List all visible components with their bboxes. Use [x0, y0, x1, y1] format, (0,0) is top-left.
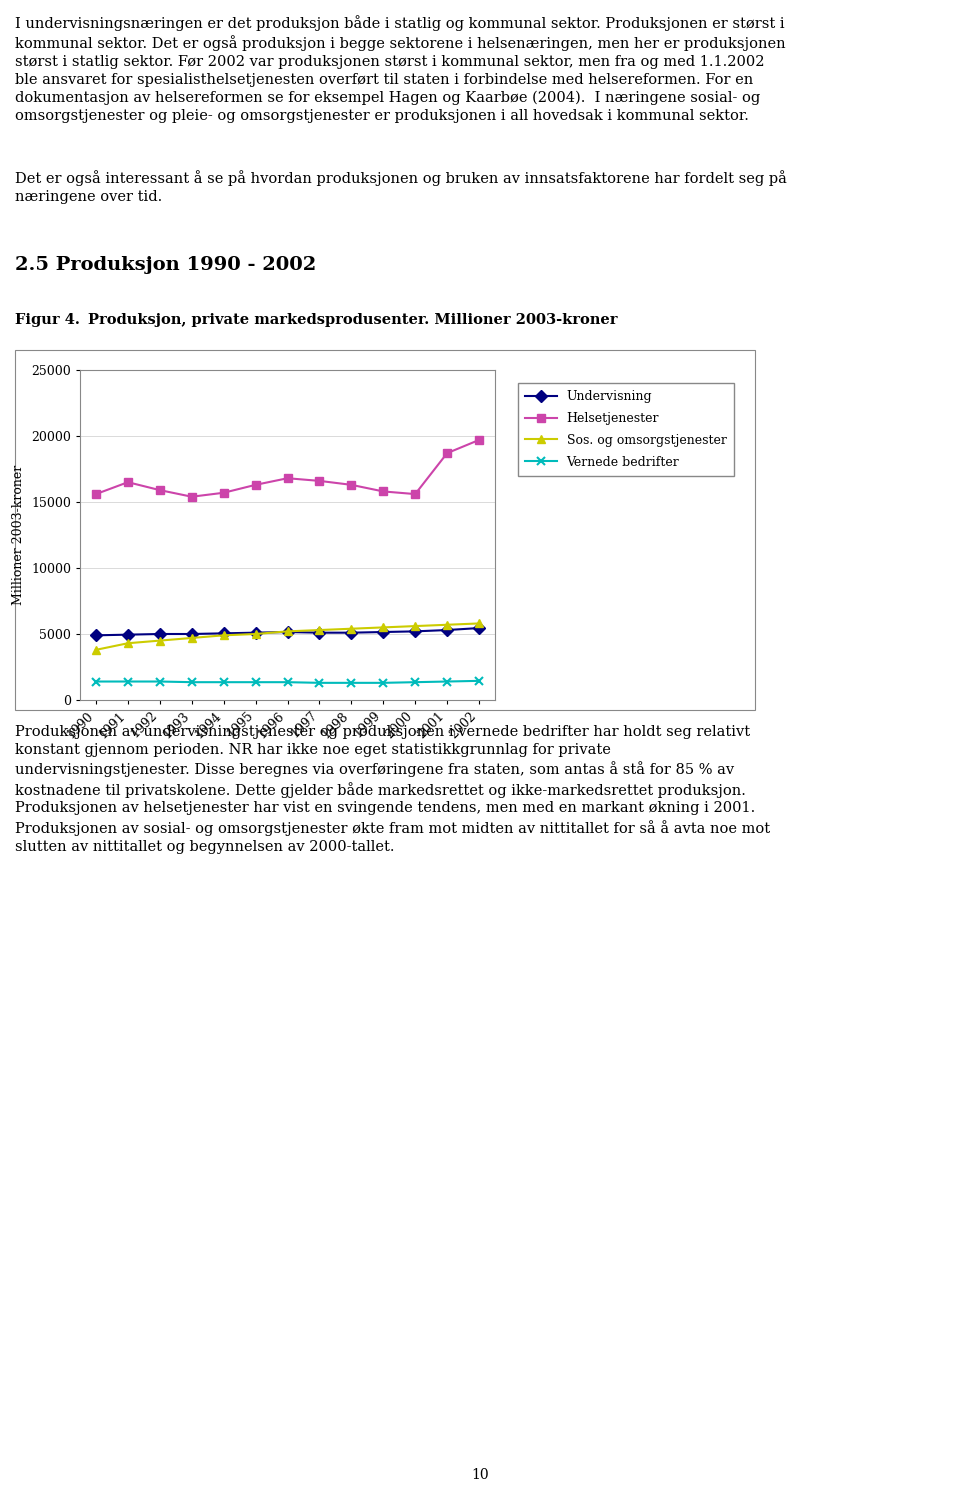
Text: 10: 10 — [471, 1469, 489, 1482]
Text: Det er også interessant å se på hvordan produksjonen og bruken av innsatsfaktore: Det er også interessant å se på hvordan … — [15, 171, 787, 204]
Text: Produksjon, private markedsprodusenter. Millioner 2003-kroner: Produksjon, private markedsprodusenter. … — [88, 313, 618, 326]
Text: Produksjonen av undervisningstjenester og produksjonen i vernede bedrifter har h: Produksjonen av undervisningstjenester o… — [15, 725, 770, 854]
Text: Figur 4.: Figur 4. — [15, 313, 80, 326]
Text: I undervisningsnæringen er det produksjon både i statlig og kommunal sektor. Pro: I undervisningsnæringen er det produksjo… — [15, 15, 785, 124]
Y-axis label: Millioner 2003-kroner: Millioner 2003-kroner — [12, 465, 25, 604]
Legend: Undervisning, Helsetjenester, Sos. og omsorgstjenester, Vernede bedrifter: Undervisning, Helsetjenester, Sos. og om… — [517, 382, 734, 476]
Text: 2.5 Produksjon 1990 - 2002: 2.5 Produksjon 1990 - 2002 — [15, 255, 316, 273]
